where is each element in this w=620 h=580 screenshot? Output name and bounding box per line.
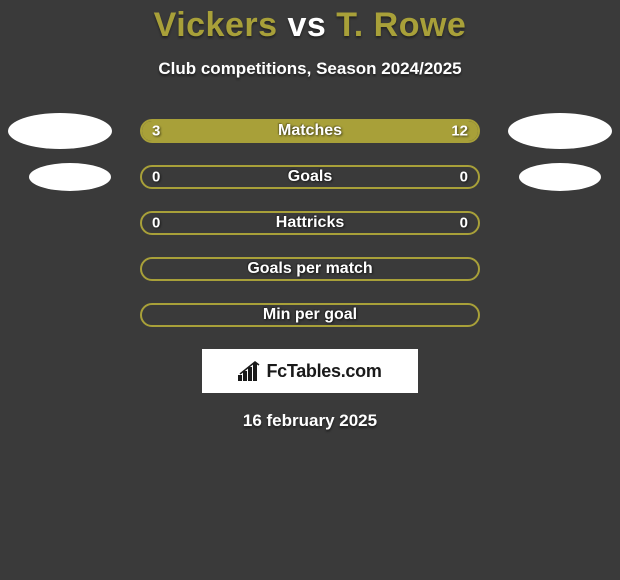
stat-label: Min per goal [263, 306, 357, 324]
stat-bar: Min per goal [140, 303, 480, 327]
player-avatar-left [29, 163, 111, 191]
stat-value-left: 0 [152, 215, 160, 232]
stat-value-left: 3 [152, 123, 160, 140]
date-label: 16 february 2025 [243, 411, 377, 431]
player-avatar-left [8, 113, 112, 149]
player-avatar-right [508, 113, 612, 149]
stat-value-right: 0 [460, 215, 468, 232]
title: Vickers vs T. Rowe [154, 6, 467, 45]
stat-bar: 0 0 Hattricks [140, 211, 480, 235]
stat-value-right: 0 [460, 169, 468, 186]
branding-text: FcTables.com [266, 361, 381, 382]
comparison-widget: Vickers vs T. Rowe Club competitions, Se… [0, 0, 620, 431]
player-avatar-right [519, 163, 601, 191]
vs-label: vs [287, 6, 326, 44]
player1-name: Vickers [154, 6, 278, 44]
stat-label: Matches [278, 122, 342, 140]
branding-box[interactable]: FcTables.com [202, 349, 418, 393]
bars-icon [238, 361, 262, 381]
stat-row: 0 0 Goals [0, 165, 620, 189]
stat-value-left: 0 [152, 169, 160, 186]
stat-bar: Goals per match [140, 257, 480, 281]
stat-row: 0 0 Hattricks [0, 211, 620, 235]
subtitle: Club competitions, Season 2024/2025 [158, 59, 461, 79]
stat-bar: 3 12 Matches [140, 119, 480, 143]
stat-bar: 0 0 Goals [140, 165, 480, 189]
stat-label: Hattricks [276, 214, 344, 232]
stat-row: Min per goal [0, 303, 620, 327]
stat-value-right: 12 [451, 123, 468, 140]
stat-rows: 3 12 Matches 0 0 Goals 0 0 Hattricks Goals per ma… [0, 119, 620, 327]
stat-label: Goals [288, 168, 332, 186]
player2-name: T. Rowe [336, 6, 466, 44]
stat-label: Goals per match [247, 260, 372, 278]
stat-row: 3 12 Matches [0, 119, 620, 143]
stat-row: Goals per match [0, 257, 620, 281]
